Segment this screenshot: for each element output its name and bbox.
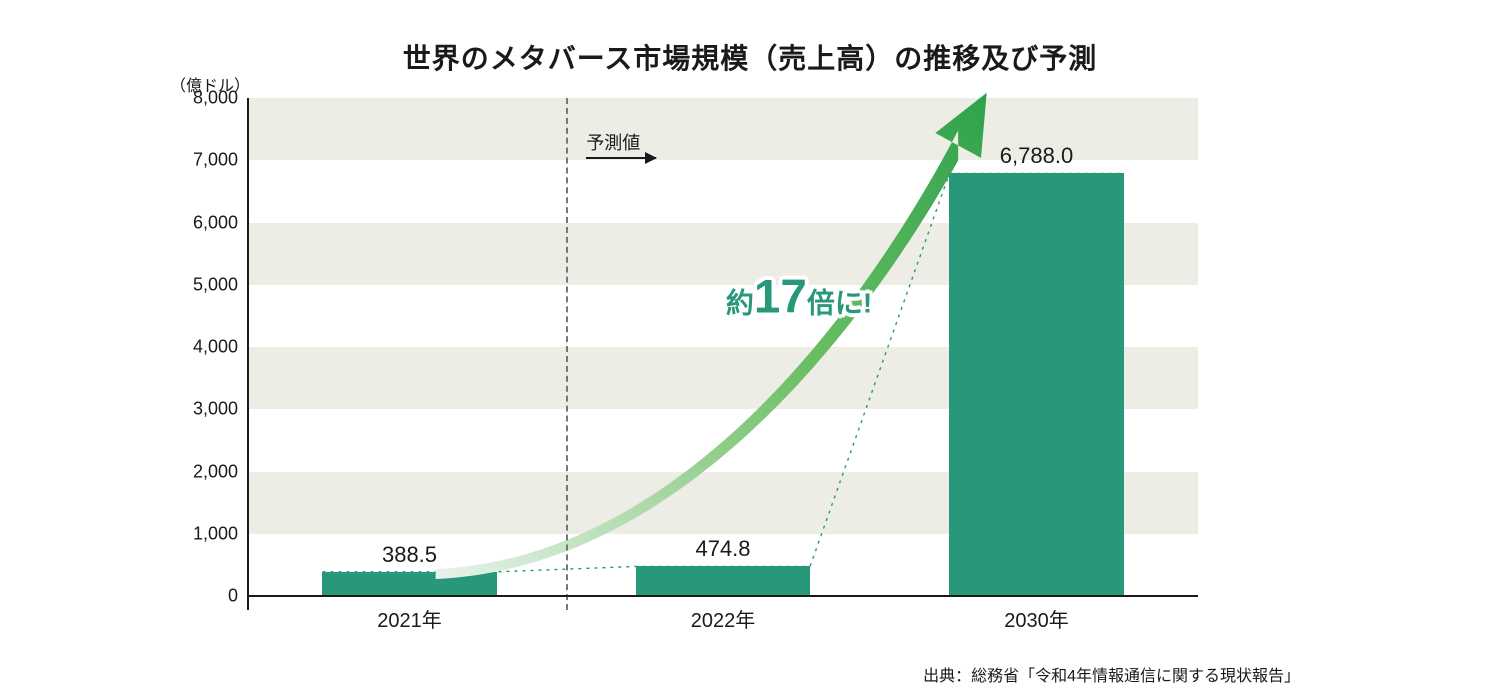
y-tick-label: 5,000 [193, 274, 248, 295]
x-tick-label: 2022年 [691, 596, 756, 633]
y-tick-label: 1,000 [193, 523, 248, 544]
y-tick-label: 0 [228, 586, 248, 607]
forecast-arrow-icon [586, 157, 656, 159]
bar [636, 566, 810, 596]
y-tick-label: 7,000 [193, 150, 248, 171]
bar [322, 572, 496, 596]
x-tick-label: 2021年 [377, 596, 442, 633]
y-tick-label: 2,000 [193, 461, 248, 482]
forecast-label: 予測値 [586, 129, 640, 155]
forecast-divider [566, 98, 568, 610]
chart-plot-area: 予測値 約17倍に! 01,0002,0003,0004,0005,0006,0… [248, 98, 1198, 596]
callout-suffix: 倍に! [807, 288, 872, 319]
bar-value-label: 388.5 [382, 542, 437, 568]
y-tick-label: 6,000 [193, 212, 248, 233]
callout-big: 17 [754, 271, 807, 324]
callout-prefix: 約 [726, 288, 754, 319]
y-tick-label: 4,000 [193, 337, 248, 358]
source-citation: 出典：総務省「令和4年情報通信に関する現状報告」 [923, 662, 1300, 686]
y-tick-label: 3,000 [193, 399, 248, 420]
bar [949, 173, 1123, 596]
growth-callout: 約17倍に! [726, 270, 872, 325]
bar-value-label: 474.8 [695, 536, 750, 562]
y-tick-label: 8,000 [193, 88, 248, 109]
x-tick-label: 2030年 [1004, 596, 1069, 633]
chart-title: 世界のメタバース市場規模（売上高）の推移及び予測 [0, 37, 1500, 77]
bar-value-label: 6,788.0 [1000, 143, 1073, 169]
